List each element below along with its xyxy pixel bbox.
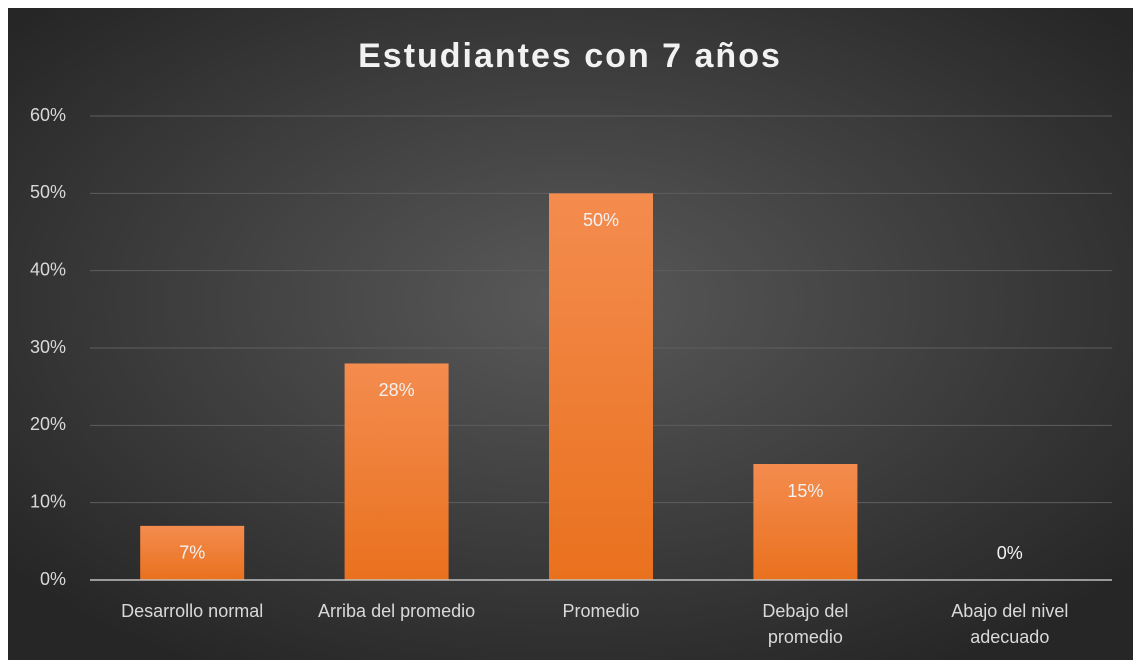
y-tick-label: 10%: [30, 491, 66, 511]
chart-title: Estudiantes con 7 años: [358, 37, 782, 75]
y-tick-label: 20%: [30, 414, 66, 434]
x-tick-label: Promedio: [562, 601, 640, 621]
y-tick-label: 30%: [30, 337, 66, 357]
value-label: 15%: [787, 481, 823, 501]
value-label: 50%: [583, 210, 619, 230]
y-tick-label: 50%: [30, 182, 66, 202]
x-tick-label: Abajo del nivel adecuado: [951, 601, 1069, 647]
value-label: 0%: [997, 543, 1023, 563]
y-tick-label: 0%: [40, 569, 66, 589]
bar: [344, 363, 449, 580]
x-tick-label: Desarrollo normal: [121, 601, 264, 621]
bar: [753, 464, 858, 580]
value-label: 7%: [179, 543, 205, 563]
bar: [140, 525, 245, 580]
y-tick-label: 60%: [30, 105, 66, 125]
x-tick-label: Debajo del promedio: [762, 601, 849, 647]
x-tick-label: Arriba del promedio: [318, 601, 476, 621]
y-tick-label: 40%: [30, 259, 66, 279]
bar: [549, 193, 653, 581]
value-label: 28%: [379, 380, 415, 400]
